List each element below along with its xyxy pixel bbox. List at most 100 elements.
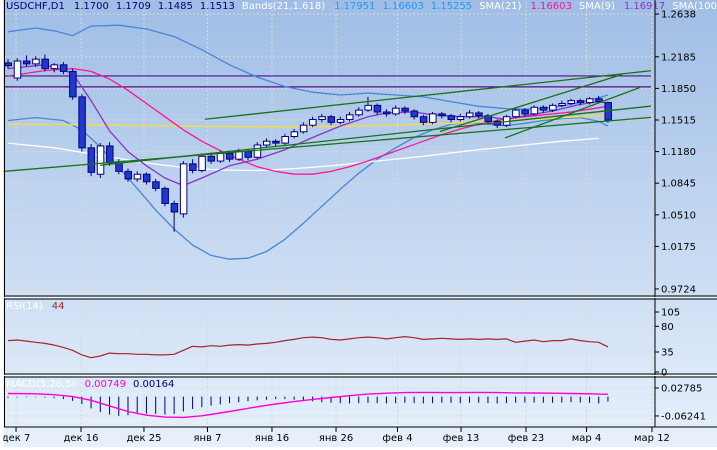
candle xyxy=(336,119,345,123)
candle xyxy=(41,58,49,70)
candle xyxy=(595,98,603,103)
bands-upper-value: 1.17951 xyxy=(334,1,376,12)
symbol-timeframe-label: USDCHF,D1 xyxy=(6,1,65,12)
candles xyxy=(4,54,612,232)
bands-lower-value: 1.15255 xyxy=(430,1,473,12)
sma21-label: SMA(21) xyxy=(479,1,522,12)
candle xyxy=(32,58,40,65)
macd-panel[interactable] xyxy=(7,391,609,419)
bands-label: Bands(21,1.618) xyxy=(241,1,326,12)
time-scale-label: янв 26 xyxy=(319,433,353,444)
macd-label: MACD(5,26,5) xyxy=(6,379,76,390)
candle xyxy=(207,155,216,162)
time-scale-label: дек 16 xyxy=(64,433,99,444)
candle xyxy=(78,96,86,149)
candle xyxy=(318,116,326,121)
price-scale-label: 1.1850 xyxy=(661,84,696,95)
candle xyxy=(419,116,428,123)
time-scale-label: дек 7 xyxy=(2,433,31,444)
price-scale-label: 1.1180 xyxy=(661,147,696,158)
price-scale-label: 0.9724 xyxy=(661,284,696,295)
sma21-value: 1.16603 xyxy=(530,1,572,12)
candle xyxy=(115,162,123,172)
candle xyxy=(456,116,465,121)
candle xyxy=(346,114,354,121)
candle xyxy=(327,116,336,123)
price-scale-label: 1.2185 xyxy=(661,52,696,63)
sma100-label: SMA(100) xyxy=(672,1,717,12)
candle xyxy=(106,145,114,164)
candle xyxy=(87,147,96,173)
price-scale-label: 1.0845 xyxy=(661,179,696,190)
candle xyxy=(272,140,280,144)
price-panel[interactable] xyxy=(0,24,655,260)
bands-middle-value: 1.16603 xyxy=(382,1,424,12)
price-scale-label: 1.0510 xyxy=(661,210,696,221)
candle xyxy=(521,109,529,115)
rsi-label: RSI(14) xyxy=(6,301,43,312)
candle xyxy=(152,181,160,189)
gridlines xyxy=(5,2,654,426)
rsi-panel[interactable] xyxy=(7,336,609,359)
macd-main-value: 0.00164 xyxy=(132,379,175,390)
rsi-scale-label: 35 xyxy=(661,348,674,359)
candle xyxy=(410,110,419,118)
price-scale-label: 1.1515 xyxy=(661,116,696,127)
candle xyxy=(364,104,372,111)
candle xyxy=(290,131,299,138)
time-scale-label: дек 25 xyxy=(126,433,161,444)
candle xyxy=(50,64,59,70)
candle xyxy=(161,187,169,204)
trendlines[interactable] xyxy=(0,70,655,173)
candle xyxy=(124,170,132,180)
rsi-value: 44 xyxy=(51,301,65,312)
high-value: 1.1709 xyxy=(115,1,151,12)
panel-frame xyxy=(4,0,717,428)
candle xyxy=(438,113,446,117)
panel-splitter-rsi[interactable] xyxy=(0,294,717,301)
candle xyxy=(262,140,271,146)
rsi-scale-label: 0 xyxy=(661,368,667,379)
time-scale-label: янв 7 xyxy=(193,433,221,444)
candle xyxy=(170,202,179,213)
candle xyxy=(549,104,557,111)
candle xyxy=(253,144,262,158)
candle xyxy=(244,151,252,158)
candle xyxy=(179,163,188,215)
candle xyxy=(198,155,206,171)
candle xyxy=(401,107,409,112)
candle xyxy=(530,106,539,115)
candle xyxy=(4,62,12,67)
rsi-scale-label: 105 xyxy=(661,308,680,319)
candle xyxy=(447,115,456,121)
candle xyxy=(355,109,363,116)
time-scale-label: мар 4 xyxy=(572,433,602,444)
candle xyxy=(59,64,68,72)
candle xyxy=(281,136,289,144)
open-value: 1.1700 xyxy=(73,1,109,12)
candle xyxy=(142,173,151,183)
time-scale-label: фев 23 xyxy=(508,433,545,444)
candle xyxy=(567,100,576,104)
price-scale-label: 1.0175 xyxy=(661,242,696,253)
candle xyxy=(585,98,594,104)
panel-splitter-macd[interactable] xyxy=(0,372,717,379)
macd-scale-label: -0.06241 xyxy=(661,411,706,422)
candle xyxy=(309,119,317,126)
candle xyxy=(133,173,142,180)
time-scale-label: фев 13 xyxy=(443,433,480,444)
candle xyxy=(299,124,308,133)
candle xyxy=(429,113,437,123)
candle xyxy=(69,70,77,98)
candle xyxy=(373,104,382,113)
candle xyxy=(13,60,22,79)
candle xyxy=(22,60,31,65)
candle xyxy=(392,107,400,115)
macd-legend: MACD(5,26,5) 0.00749 0.00164 xyxy=(6,379,406,391)
candle xyxy=(189,163,197,171)
candle xyxy=(539,106,548,111)
